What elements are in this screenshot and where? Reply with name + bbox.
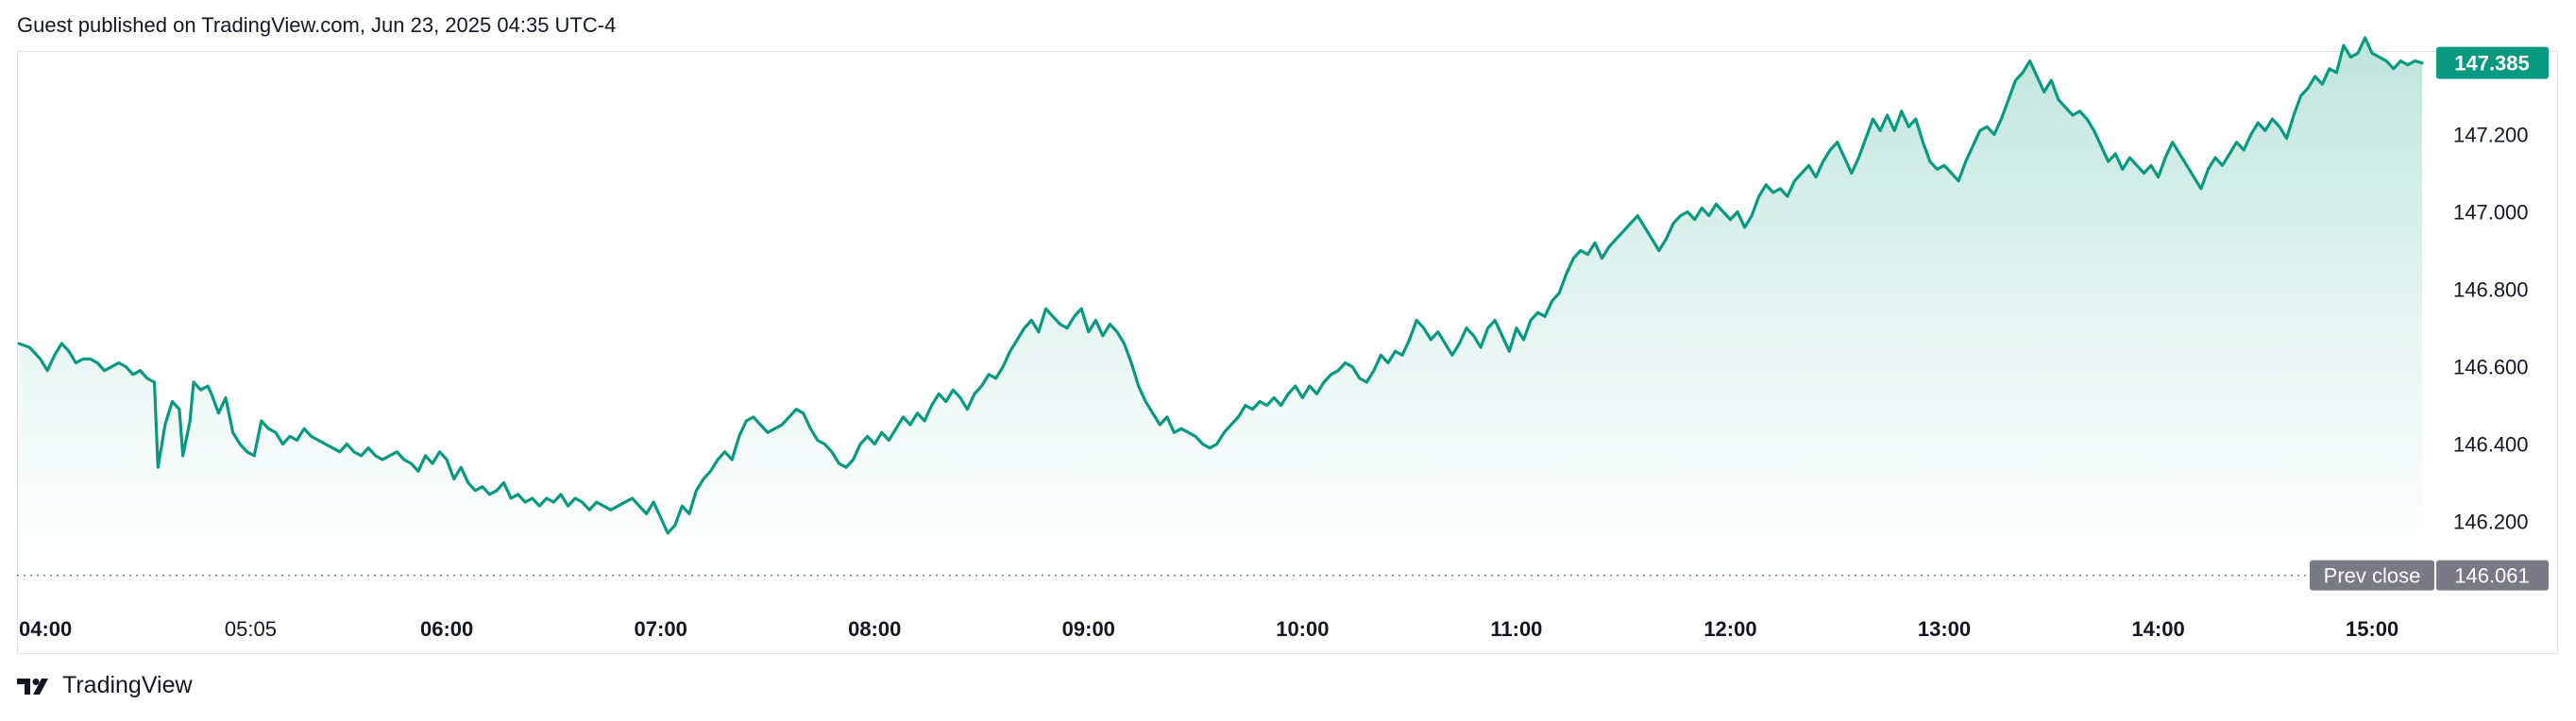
y-tick-label: 147.000	[2453, 201, 2529, 225]
x-tick-label: 14:00	[2131, 617, 2184, 641]
x-tick-label: 15:00	[2346, 617, 2398, 641]
y-tick-label: 147.200	[2453, 124, 2529, 147]
x-tick-label: 06:00	[420, 617, 473, 641]
tradingview-logo-icon	[17, 678, 48, 695]
prev-close-value-badge	[2436, 560, 2549, 591]
x-tick-label: 04:00	[19, 617, 72, 641]
brand-name: TradingView	[62, 672, 193, 698]
y-tick-label: 146.800	[2453, 278, 2529, 302]
prev-close-tag-label: Prev close	[2324, 564, 2421, 588]
x-tick-label: 05:05	[225, 617, 277, 641]
x-tick-label: 11:00	[1490, 617, 1542, 641]
prev-close-value-label: 146.061	[2454, 564, 2530, 588]
x-tick-label: 09:00	[1062, 617, 1115, 641]
y-tick-label: 146.400	[2453, 433, 2529, 457]
chart-frame	[17, 51, 2558, 654]
x-tick-label: 07:00	[635, 617, 687, 641]
last-price-label: 147.385	[2454, 52, 2530, 75]
price-line	[17, 36, 2424, 535]
x-tick-label: 08:00	[848, 617, 901, 641]
x-tick-label: 13:00	[1918, 617, 1971, 641]
footer-brand[interactable]: TradingView	[17, 672, 193, 699]
published-caption: Guest published on TradingView.com, Jun …	[17, 13, 617, 37]
prev-close-tag	[2310, 560, 2434, 591]
last-price-badge	[2436, 46, 2549, 79]
y-tick-label: 146.600	[2453, 356, 2529, 379]
x-tick-label: 10:00	[1276, 617, 1329, 641]
y-tick-label: 146.200	[2453, 511, 2529, 534]
x-tick-label: 12:00	[1703, 617, 1756, 641]
price-area-fill	[19, 38, 2422, 576]
